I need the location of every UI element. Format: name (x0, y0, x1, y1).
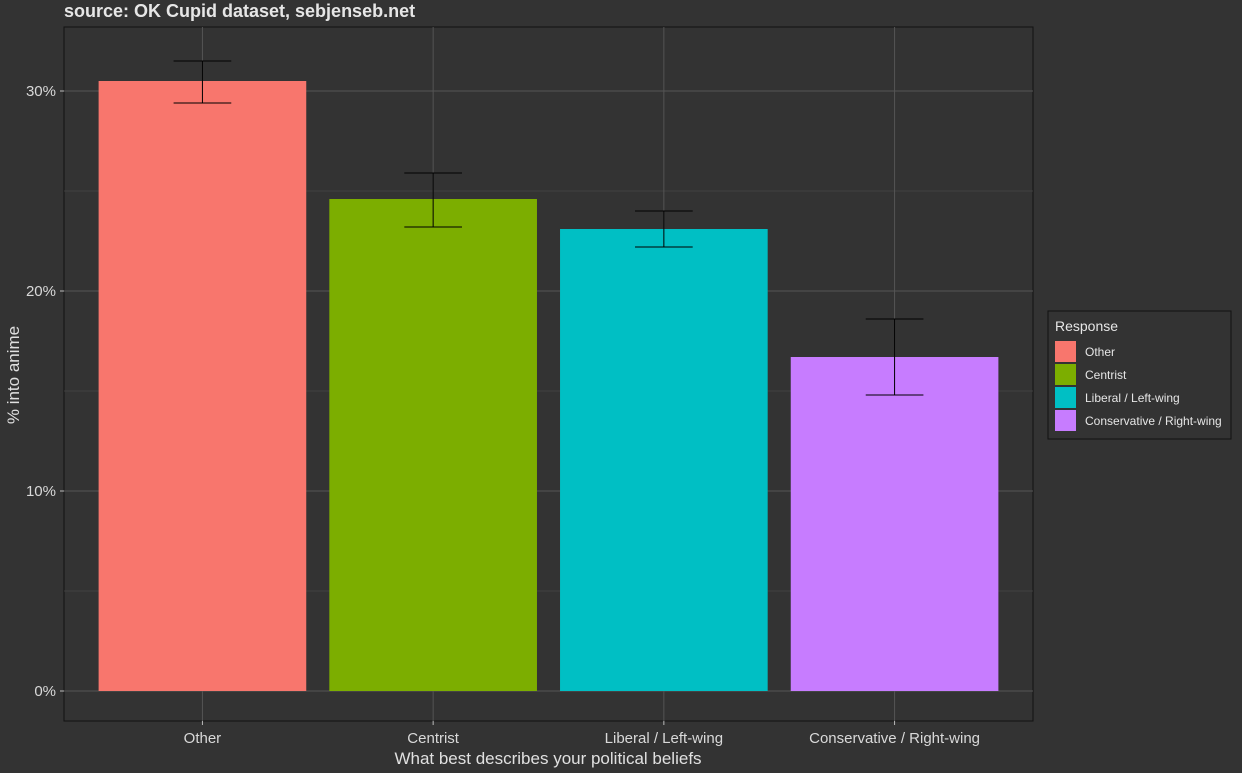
bars (98, 81, 999, 691)
legend-item-label: Liberal / Left-wing (1085, 391, 1180, 405)
x-tick-label: Other (184, 730, 222, 747)
legend-item-label: Other (1085, 345, 1115, 359)
legend-title: Response (1055, 318, 1118, 334)
legend-swatch (1055, 364, 1076, 385)
y-tick-label: 30% (26, 83, 56, 100)
x-tick-label: Conservative / Right-wing (809, 730, 980, 747)
bar (329, 199, 537, 691)
bar (790, 357, 999, 691)
chart-subtitle: source: OK Cupid dataset, sebjenseb.net (64, 1, 415, 21)
error-bars (173, 60, 924, 396)
x-tick-label: Liberal / Left-wing (605, 730, 723, 747)
x-axis-title: What best describes your political belie… (394, 749, 701, 768)
y-axis: 0% 10% 20% 30% (26, 83, 64, 700)
legend: Response Other Centrist Liberal / Left-win… (1047, 310, 1232, 440)
y-tick-label: 0% (34, 683, 56, 700)
legend-item-label: Conservative / Right-wing (1085, 414, 1222, 428)
x-tick-label: Centrist (407, 730, 460, 747)
legend-swatch (1055, 341, 1076, 362)
x-axis: Other Centrist Liberal / Left-wing Conserva… (184, 721, 980, 747)
legend-box (1047, 310, 1232, 440)
legend-swatch (1055, 387, 1076, 408)
y-axis-title: % into anime (4, 326, 23, 424)
bar (560, 229, 768, 691)
y-tick-label: 10% (26, 483, 56, 500)
y-tick-label: 20% (26, 283, 56, 300)
legend-swatch (1055, 410, 1076, 431)
bar (98, 81, 307, 691)
legend-item-label: Centrist (1085, 368, 1127, 382)
